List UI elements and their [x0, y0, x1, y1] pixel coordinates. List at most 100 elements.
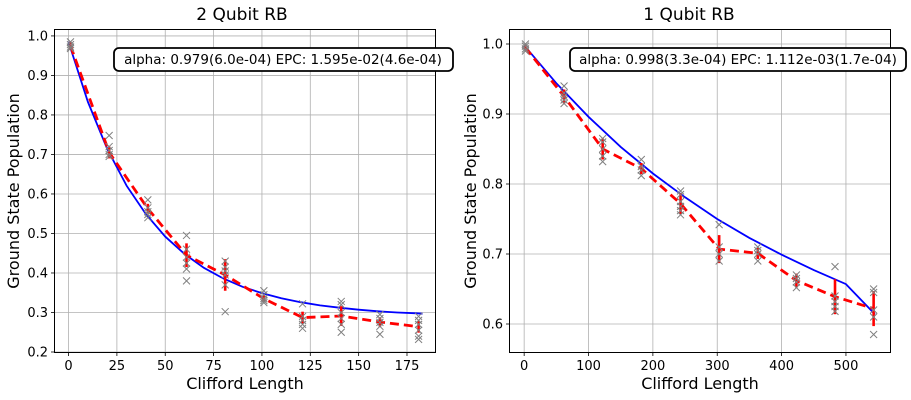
data-point — [560, 82, 568, 90]
fit-curve — [523, 44, 876, 315]
data-point — [414, 312, 423, 321]
data-point — [337, 320, 346, 329]
data-point — [715, 250, 724, 258]
y-tick-label: 0.4 — [27, 266, 48, 281]
data-point — [637, 171, 646, 180]
plot-frame — [54, 29, 436, 353]
data-point — [260, 298, 268, 307]
x-tick-label: 100 — [576, 359, 601, 374]
data-point — [715, 257, 724, 265]
data-point — [869, 306, 878, 314]
data-point — [560, 89, 568, 97]
data-point — [869, 285, 878, 293]
data-point — [337, 300, 346, 309]
data-point — [715, 243, 724, 251]
data-point — [221, 307, 230, 316]
data-point — [414, 320, 423, 329]
y-tick-label: 1.0 — [27, 29, 48, 44]
data-point — [869, 330, 878, 339]
data-point — [182, 277, 191, 285]
data-point — [105, 146, 114, 155]
mean-line — [524, 46, 875, 310]
data-point — [376, 314, 384, 323]
data-point — [792, 283, 801, 292]
data-point — [143, 203, 152, 212]
data-point — [560, 92, 568, 101]
data-point — [414, 316, 423, 325]
data-point — [414, 332, 423, 341]
data-point — [637, 166, 646, 174]
data-point — [182, 259, 191, 267]
data-point — [298, 316, 307, 325]
data-point — [105, 131, 114, 140]
annotation-box — [113, 47, 454, 72]
y-axis-label: Ground State Population — [461, 93, 480, 288]
x-tick-label: 0 — [64, 359, 72, 374]
data-point — [637, 162, 646, 171]
data-point — [143, 210, 152, 219]
data-point — [521, 45, 530, 53]
data-point — [298, 312, 307, 321]
y-tick-label: 0.2 — [27, 346, 48, 361]
data-point — [337, 314, 346, 323]
x-tick-label: 500 — [834, 359, 859, 374]
y-tick-label: 0.8 — [482, 178, 503, 193]
data-point — [753, 246, 762, 255]
data-point — [715, 220, 724, 229]
data-point — [66, 40, 75, 49]
data-point — [598, 134, 607, 143]
data-point — [637, 155, 646, 164]
data-point — [337, 297, 346, 306]
y-tick-label: 1.0 — [482, 38, 503, 53]
data-point — [337, 328, 346, 337]
data-point — [260, 290, 268, 299]
data-point — [143, 196, 152, 204]
data-point — [869, 288, 878, 297]
data-point — [298, 324, 307, 333]
y-tick-label: 0.9 — [27, 69, 48, 84]
data-point — [221, 267, 230, 275]
data-point — [521, 47, 530, 55]
y-tick-label: 0.9 — [482, 108, 503, 123]
annotation-text: alpha: 0.998(3.3e-04) EPC: 1.112e-03(1.7… — [579, 52, 897, 68]
annotation-text: alpha: 0.979(6.0e-04) EPC: 1.595e-02(4.6… — [124, 52, 442, 68]
data-point — [831, 292, 839, 300]
data-point — [792, 271, 801, 279]
data-point — [831, 307, 839, 316]
data-point — [792, 278, 801, 286]
y-tick-label: 0.5 — [27, 227, 48, 242]
x-tick-label: 50 — [157, 359, 174, 374]
data-point — [598, 145, 607, 153]
data-point — [105, 150, 114, 159]
data-point — [376, 322, 384, 331]
data-point — [376, 318, 384, 327]
x-tick-label: 0 — [520, 359, 528, 374]
data-point — [182, 245, 191, 254]
data-point — [753, 250, 762, 258]
data-point — [143, 213, 152, 222]
data-point — [753, 257, 762, 265]
data-point — [143, 207, 152, 216]
x-tick-label: 300 — [705, 359, 730, 374]
data-point — [414, 335, 423, 344]
chart-title: 2 Qubit RB — [196, 5, 287, 25]
chart-title: 1 Qubit RB — [643, 5, 734, 25]
data-point — [221, 257, 230, 265]
y-axis-label: Ground State Population — [4, 93, 23, 288]
x-tick-label: 75 — [205, 359, 222, 374]
x-tick-label: 400 — [769, 359, 794, 374]
data-point — [598, 138, 607, 146]
data-point — [298, 299, 307, 308]
data-point — [66, 43, 75, 51]
x-axis-label: Clifford Length — [186, 374, 304, 393]
data-point — [376, 310, 384, 319]
data-point — [560, 96, 568, 104]
data-point — [221, 271, 230, 279]
mean-line — [69, 45, 419, 329]
data-point — [298, 320, 307, 329]
x-tick-label: 25 — [109, 359, 126, 374]
x-axis-label: Clifford Length — [641, 374, 759, 393]
y-tick-label: 0.6 — [27, 187, 48, 202]
data-point — [753, 243, 762, 251]
